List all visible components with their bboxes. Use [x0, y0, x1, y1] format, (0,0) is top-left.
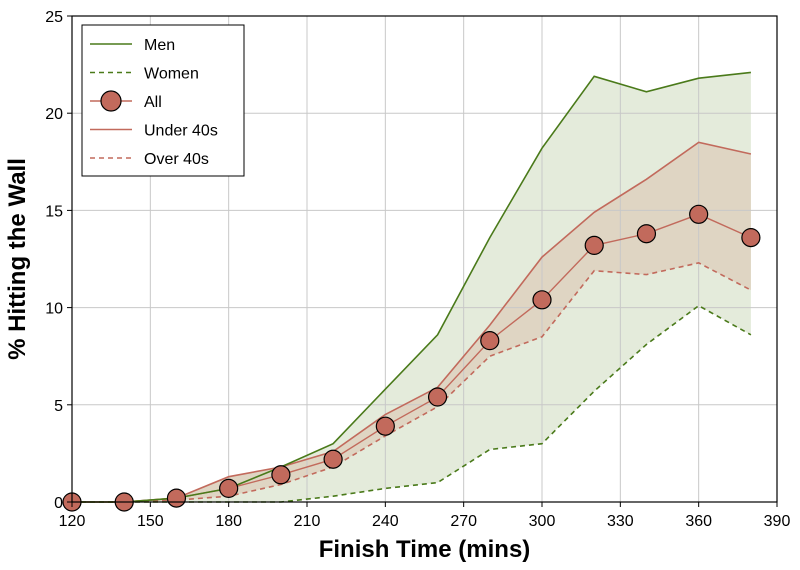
x-tick-label: 210	[294, 513, 321, 530]
data-point-all	[427, 387, 448, 407]
y-tick-label: 5	[54, 398, 63, 415]
band-layer	[72, 72, 751, 503]
legend-label-women: Women	[144, 66, 199, 83]
data-point-all	[323, 449, 343, 469]
legend-marker-all	[100, 90, 122, 112]
y-axis-title: % Hitting the Wall	[4, 158, 31, 360]
x-tick-label: 360	[685, 513, 712, 530]
data-point-all	[584, 235, 604, 255]
data-point-all	[532, 290, 552, 310]
x-tick-label: 120	[59, 513, 86, 530]
data-point-all	[271, 465, 291, 485]
legend-label-men: Men	[144, 37, 175, 54]
data-point-all	[166, 488, 187, 508]
age-band	[72, 142, 751, 502]
x-tick-label: 180	[215, 513, 242, 530]
legend-label-under-40s: Under 40s	[144, 123, 218, 140]
gender-band	[72, 72, 751, 503]
data-point-all	[219, 478, 239, 498]
data-point-all	[636, 224, 657, 244]
x-tick-label: 240	[372, 513, 399, 530]
data-point-all	[480, 331, 500, 351]
legend: Men Women All Under 40s Over 40s	[81, 24, 245, 177]
plot-frame	[71, 15, 778, 503]
data-point-all	[375, 416, 395, 436]
data-point-all	[689, 204, 709, 224]
x-tick-label: 390	[764, 513, 791, 530]
x-tick-label: 330	[607, 513, 634, 530]
y-tick-label: 20	[45, 106, 63, 123]
tick-layer: 120 150 180 210 240 270 300 330 360 390 0 5 10 15 20 25	[45, 9, 790, 530]
y-tick-label: 10	[45, 301, 63, 318]
x-tick-label: 300	[529, 513, 556, 530]
marker-layer	[62, 204, 761, 512]
x-tick-label: 150	[137, 513, 164, 530]
series-line-over-40s	[72, 262, 752, 503]
y-tick-label: 15	[45, 203, 63, 220]
x-tick-label: 270	[450, 513, 477, 530]
data-point-all	[741, 228, 761, 248]
legend-label-over-40s: Over 40s	[144, 151, 209, 168]
y-tick-label: 25	[45, 9, 63, 26]
y-tick-label: 0	[54, 495, 63, 512]
series-line-women	[72, 304, 752, 503]
x-axis-title: Finish Time (mins)	[319, 536, 531, 563]
legend-label-all: All	[144, 94, 162, 111]
